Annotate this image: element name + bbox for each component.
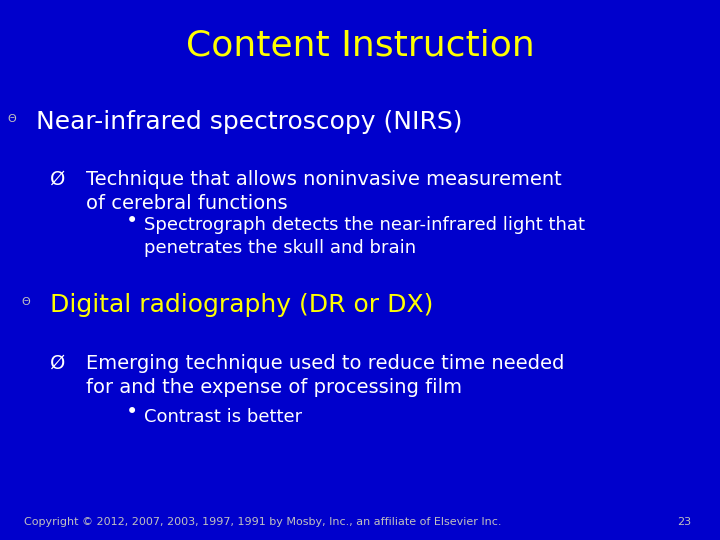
Text: Copyright © 2012, 2007, 2003, 1997, 1991 by Mosby, Inc., an affiliate of Elsevie: Copyright © 2012, 2007, 2003, 1997, 1991… — [24, 517, 502, 527]
Text: 23: 23 — [677, 517, 691, 527]
Text: Θ: Θ — [7, 114, 16, 124]
Text: •: • — [126, 402, 138, 422]
Text: Emerging technique used to reduce time needed
for and the expense of processing : Emerging technique used to reduce time n… — [86, 354, 564, 397]
Text: Ø: Ø — [50, 170, 66, 189]
Text: Near-infrared spectroscopy (NIRS): Near-infrared spectroscopy (NIRS) — [36, 110, 462, 133]
Text: Content Instruction: Content Instruction — [186, 29, 534, 63]
Text: Technique that allows noninvasive measurement
of cerebral functions: Technique that allows noninvasive measur… — [86, 170, 562, 213]
Text: Spectrograph detects the near-infrared light that
penetrates the skull and brain: Spectrograph detects the near-infrared l… — [144, 216, 585, 257]
Text: Θ: Θ — [22, 298, 30, 307]
Text: Digital radiography (DR or DX): Digital radiography (DR or DX) — [50, 293, 433, 317]
Text: Ø: Ø — [50, 354, 66, 373]
Text: •: • — [126, 211, 138, 231]
Text: Contrast is better: Contrast is better — [144, 408, 302, 426]
